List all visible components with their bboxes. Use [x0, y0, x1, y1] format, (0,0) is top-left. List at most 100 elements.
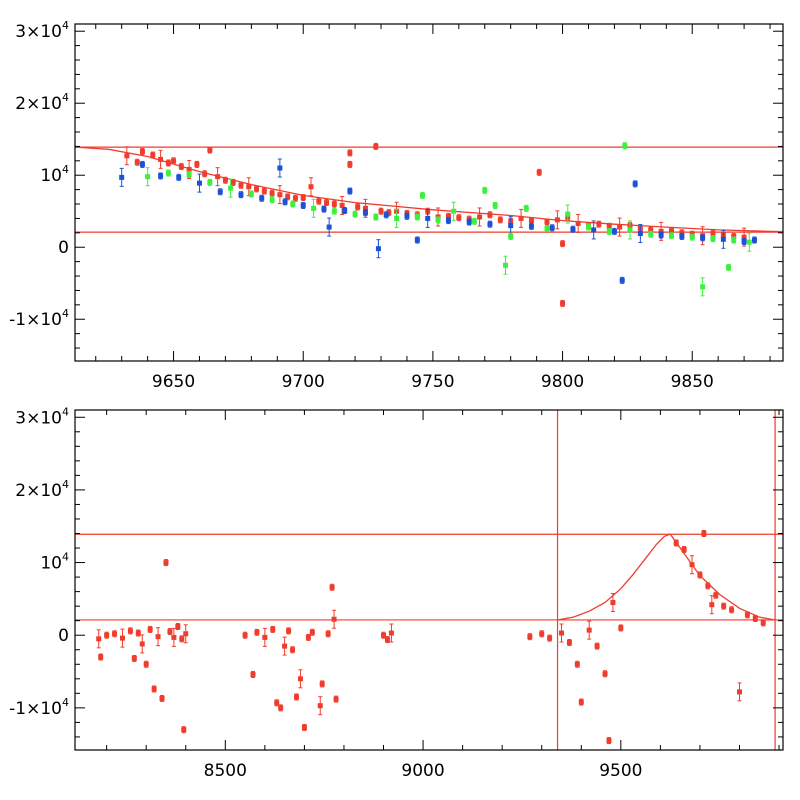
- data-point: [352, 211, 358, 217]
- data-point: [183, 631, 189, 637]
- data-point: [171, 158, 177, 164]
- data-point: [622, 143, 628, 149]
- data-point: [355, 204, 361, 210]
- data-point: [394, 215, 400, 221]
- data-point: [710, 231, 716, 237]
- data-point: [274, 700, 280, 706]
- data-point: [508, 233, 514, 239]
- x-tick-label: 9750: [411, 372, 454, 392]
- y-tick-mantissa: -1×10: [9, 699, 62, 719]
- data-point: [250, 671, 256, 677]
- x-tick-label: 9800: [541, 372, 584, 392]
- data-point: [347, 161, 353, 167]
- data-point: [308, 184, 314, 190]
- y-tick-mantissa: 2×10: [15, 481, 62, 501]
- data-point: [547, 635, 553, 641]
- data-point: [317, 703, 323, 709]
- data-point: [602, 671, 608, 677]
- data-point: [689, 234, 695, 240]
- data-point: [325, 631, 331, 637]
- data-point: [282, 199, 288, 205]
- data-point: [709, 602, 715, 608]
- data-point: [701, 531, 707, 537]
- data-point: [752, 616, 758, 622]
- data-point: [700, 284, 706, 290]
- data-point: [143, 661, 149, 667]
- y-tick-label: 2×104: [15, 91, 69, 114]
- data-point: [681, 546, 687, 552]
- data-point: [347, 150, 353, 156]
- data-point: [202, 171, 208, 177]
- data-point: [96, 636, 102, 642]
- data-point: [186, 166, 192, 172]
- data-point: [151, 686, 157, 692]
- data-point: [710, 236, 716, 242]
- data-point: [222, 177, 228, 183]
- plot-area: [75, 410, 783, 750]
- y-tick-exponent: 4: [62, 405, 69, 418]
- data-point: [104, 632, 110, 638]
- data-point: [301, 724, 307, 730]
- data-point: [611, 228, 617, 234]
- data-point: [171, 634, 177, 640]
- x-tick-label: 9500: [599, 761, 642, 781]
- data-point: [127, 628, 133, 634]
- series-red: [124, 142, 747, 307]
- data-point: [673, 540, 679, 546]
- y-tick-mantissa: 3×10: [15, 22, 62, 42]
- data-point: [388, 630, 394, 636]
- data-point: [697, 572, 703, 578]
- data-point: [331, 201, 337, 207]
- data-point: [492, 202, 498, 208]
- data-point: [305, 634, 311, 640]
- data-point: [528, 223, 534, 229]
- model-curve: [75, 146, 783, 233]
- data-point: [606, 738, 612, 744]
- data-point: [259, 195, 265, 201]
- data-point: [181, 727, 187, 733]
- data-point: [668, 228, 674, 234]
- data-point: [297, 676, 303, 682]
- data-point: [466, 219, 472, 225]
- data-point: [619, 277, 625, 283]
- data-point: [98, 654, 104, 660]
- y-tick-exponent: 4: [62, 19, 69, 32]
- data-point: [333, 696, 339, 702]
- data-point: [386, 210, 392, 216]
- data-point: [269, 190, 275, 196]
- data-point: [527, 634, 533, 640]
- series-blue: [119, 158, 757, 284]
- data-point: [744, 612, 750, 618]
- data-point: [726, 264, 732, 270]
- data-point: [741, 238, 747, 244]
- data-point: [196, 180, 202, 186]
- data-point: [565, 211, 571, 217]
- data-point: [316, 198, 322, 204]
- plot-frame: [74, 23, 784, 362]
- data-point: [139, 641, 145, 647]
- data-point: [124, 153, 130, 159]
- y-tick-label: -1×104: [9, 696, 69, 719]
- data-point: [554, 217, 560, 223]
- data-point: [178, 164, 184, 170]
- data-point: [751, 237, 757, 243]
- data-point: [155, 634, 161, 640]
- x-tick-label: 9000: [401, 761, 444, 781]
- data-point: [175, 623, 181, 629]
- y-tick-mantissa: -1×10: [9, 310, 62, 330]
- y-tick-exponent: 4: [62, 551, 69, 564]
- data-point: [159, 695, 165, 701]
- data-point: [746, 239, 752, 245]
- data-point: [523, 205, 529, 211]
- data-point: [456, 215, 462, 221]
- data-point: [578, 699, 584, 705]
- data-point: [300, 195, 306, 201]
- x-tick-label: 9650: [152, 372, 195, 392]
- data-point: [362, 210, 368, 216]
- data-point: [477, 214, 483, 220]
- data-point: [585, 224, 591, 230]
- data-point: [321, 206, 327, 212]
- data-point: [362, 205, 368, 211]
- data-point: [591, 227, 597, 233]
